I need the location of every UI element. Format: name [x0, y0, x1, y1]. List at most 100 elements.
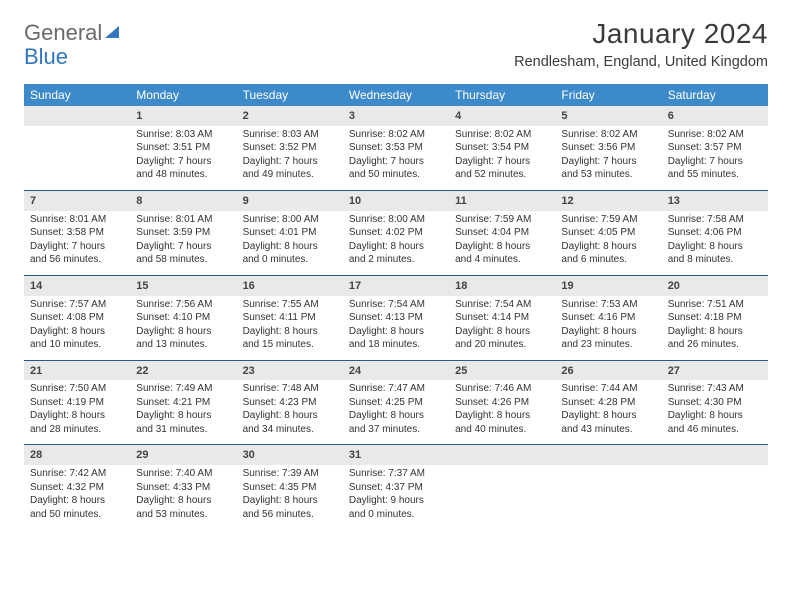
daylight-text: and 56 minutes.	[30, 253, 124, 267]
calendar-week-row: 21Sunrise: 7:50 AMSunset: 4:19 PMDayligh…	[24, 361, 768, 443]
daylight-text: and 46 minutes.	[668, 423, 762, 437]
sunset-text: Sunset: 4:19 PM	[30, 396, 124, 410]
day-number: 13	[668, 195, 680, 207]
day-number: 17	[349, 280, 361, 292]
day-cell: 17Sunrise: 7:54 AMSunset: 4:13 PMDayligh…	[343, 276, 449, 358]
day-cell: 20Sunrise: 7:51 AMSunset: 4:18 PMDayligh…	[662, 276, 768, 358]
day-number-bar: 29	[130, 445, 236, 465]
day-number-bar: 9	[237, 191, 343, 211]
day-cell: 11Sunrise: 7:59 AMSunset: 4:04 PMDayligh…	[449, 191, 555, 273]
sunset-text: Sunset: 3:54 PM	[455, 141, 549, 155]
day-number-bar: .	[449, 445, 555, 465]
sunrise-text: Sunrise: 7:43 AM	[668, 382, 762, 396]
day-cell: 26Sunrise: 7:44 AMSunset: 4:28 PMDayligh…	[555, 361, 661, 443]
day-number-bar: 28	[24, 445, 130, 465]
day-number-bar: 19	[555, 276, 661, 296]
sunrise-text: Sunrise: 8:00 AM	[349, 213, 443, 227]
daylight-text: Daylight: 8 hours	[668, 240, 762, 254]
daylight-text: Daylight: 8 hours	[455, 409, 549, 423]
daylight-text: Daylight: 8 hours	[30, 325, 124, 339]
daylight-text: and 2 minutes.	[349, 253, 443, 267]
day-number-bar: 26	[555, 361, 661, 381]
day-number-bar: .	[24, 106, 130, 126]
day-cell: 18Sunrise: 7:54 AMSunset: 4:14 PMDayligh…	[449, 276, 555, 358]
sunrise-text: Sunrise: 7:58 AM	[668, 213, 762, 227]
sunrise-text: Sunrise: 7:54 AM	[455, 298, 549, 312]
empty-day-cell: .	[449, 445, 555, 527]
sunrise-text: Sunrise: 7:37 AM	[349, 467, 443, 481]
daylight-text: and 58 minutes.	[136, 253, 230, 267]
daylight-text: Daylight: 8 hours	[561, 325, 655, 339]
sunrise-text: Sunrise: 8:01 AM	[136, 213, 230, 227]
day-number: 24	[349, 365, 361, 377]
daylight-text: and 34 minutes.	[243, 423, 337, 437]
sunset-text: Sunset: 4:18 PM	[668, 311, 762, 325]
daylight-text: Daylight: 7 hours	[30, 240, 124, 254]
daylight-text: Daylight: 7 hours	[455, 155, 549, 169]
daylight-text: and 40 minutes.	[455, 423, 549, 437]
sunrise-text: Sunrise: 8:02 AM	[668, 128, 762, 142]
sunset-text: Sunset: 3:57 PM	[668, 141, 762, 155]
calendar-week-row: 28Sunrise: 7:42 AMSunset: 4:32 PMDayligh…	[24, 445, 768, 527]
daylight-text: and 26 minutes.	[668, 338, 762, 352]
day-number-bar: 8	[130, 191, 236, 211]
sunset-text: Sunset: 4:28 PM	[561, 396, 655, 410]
daylight-text: and 15 minutes.	[243, 338, 337, 352]
daylight-text: Daylight: 8 hours	[243, 409, 337, 423]
day-cell: 3Sunrise: 8:02 AMSunset: 3:53 PMDaylight…	[343, 106, 449, 188]
day-number-bar: .	[662, 445, 768, 465]
sunset-text: Sunset: 4:06 PM	[668, 226, 762, 240]
day-header: Tuesday	[237, 84, 343, 106]
day-cell: 27Sunrise: 7:43 AMSunset: 4:30 PMDayligh…	[662, 361, 768, 443]
sunrise-text: Sunrise: 7:48 AM	[243, 382, 337, 396]
daylight-text: and 50 minutes.	[349, 168, 443, 182]
daylight-text: and 0 minutes.	[243, 253, 337, 267]
day-cell: 24Sunrise: 7:47 AMSunset: 4:25 PMDayligh…	[343, 361, 449, 443]
sunset-text: Sunset: 3:56 PM	[561, 141, 655, 155]
day-number-bar: 6	[662, 106, 768, 126]
daylight-text: and 23 minutes.	[561, 338, 655, 352]
sunrise-text: Sunrise: 8:03 AM	[243, 128, 337, 142]
day-number-bar: 27	[662, 361, 768, 381]
day-number: 5	[561, 110, 567, 122]
sunrise-text: Sunrise: 8:03 AM	[136, 128, 230, 142]
day-cell: 7Sunrise: 8:01 AMSunset: 3:58 PMDaylight…	[24, 191, 130, 273]
daylight-text: and 13 minutes.	[136, 338, 230, 352]
logo-word-general: General	[24, 22, 102, 44]
sunset-text: Sunset: 4:30 PM	[668, 396, 762, 410]
daylight-text: Daylight: 8 hours	[243, 494, 337, 508]
day-number: 6	[668, 110, 674, 122]
day-header: Wednesday	[343, 84, 449, 106]
sunrise-text: Sunrise: 7:39 AM	[243, 467, 337, 481]
sunset-text: Sunset: 4:14 PM	[455, 311, 549, 325]
sunrise-text: Sunrise: 8:02 AM	[349, 128, 443, 142]
day-number-bar: 2	[237, 106, 343, 126]
sunset-text: Sunset: 4:33 PM	[136, 481, 230, 495]
day-number: 30	[243, 449, 255, 461]
sunset-text: Sunset: 4:16 PM	[561, 311, 655, 325]
day-cell: 4Sunrise: 8:02 AMSunset: 3:54 PMDaylight…	[449, 106, 555, 188]
day-number: 2	[243, 110, 249, 122]
day-cell: 6Sunrise: 8:02 AMSunset: 3:57 PMDaylight…	[662, 106, 768, 188]
daylight-text: and 48 minutes.	[136, 168, 230, 182]
day-cell: 15Sunrise: 7:56 AMSunset: 4:10 PMDayligh…	[130, 276, 236, 358]
day-number-bar: 15	[130, 276, 236, 296]
day-number-bar: 30	[237, 445, 343, 465]
sunrise-text: Sunrise: 7:55 AM	[243, 298, 337, 312]
day-number: 22	[136, 365, 148, 377]
daylight-text: Daylight: 8 hours	[30, 409, 124, 423]
day-number-bar: 13	[662, 191, 768, 211]
sunrise-text: Sunrise: 7:51 AM	[668, 298, 762, 312]
day-number-bar: 22	[130, 361, 236, 381]
day-cell: 31Sunrise: 7:37 AMSunset: 4:37 PMDayligh…	[343, 445, 449, 527]
day-number: 18	[455, 280, 467, 292]
sunrise-text: Sunrise: 7:59 AM	[561, 213, 655, 227]
calendar-header-row: SundayMondayTuesdayWednesdayThursdayFrid…	[24, 84, 768, 106]
day-number-bar: 25	[449, 361, 555, 381]
day-number: 31	[349, 449, 361, 461]
location-subtitle: Rendlesham, England, United Kingdom	[514, 54, 768, 70]
sunset-text: Sunset: 4:37 PM	[349, 481, 443, 495]
sunrise-text: Sunrise: 8:02 AM	[561, 128, 655, 142]
daylight-text: Daylight: 8 hours	[561, 409, 655, 423]
day-cell: 2Sunrise: 8:03 AMSunset: 3:52 PMDaylight…	[237, 106, 343, 188]
